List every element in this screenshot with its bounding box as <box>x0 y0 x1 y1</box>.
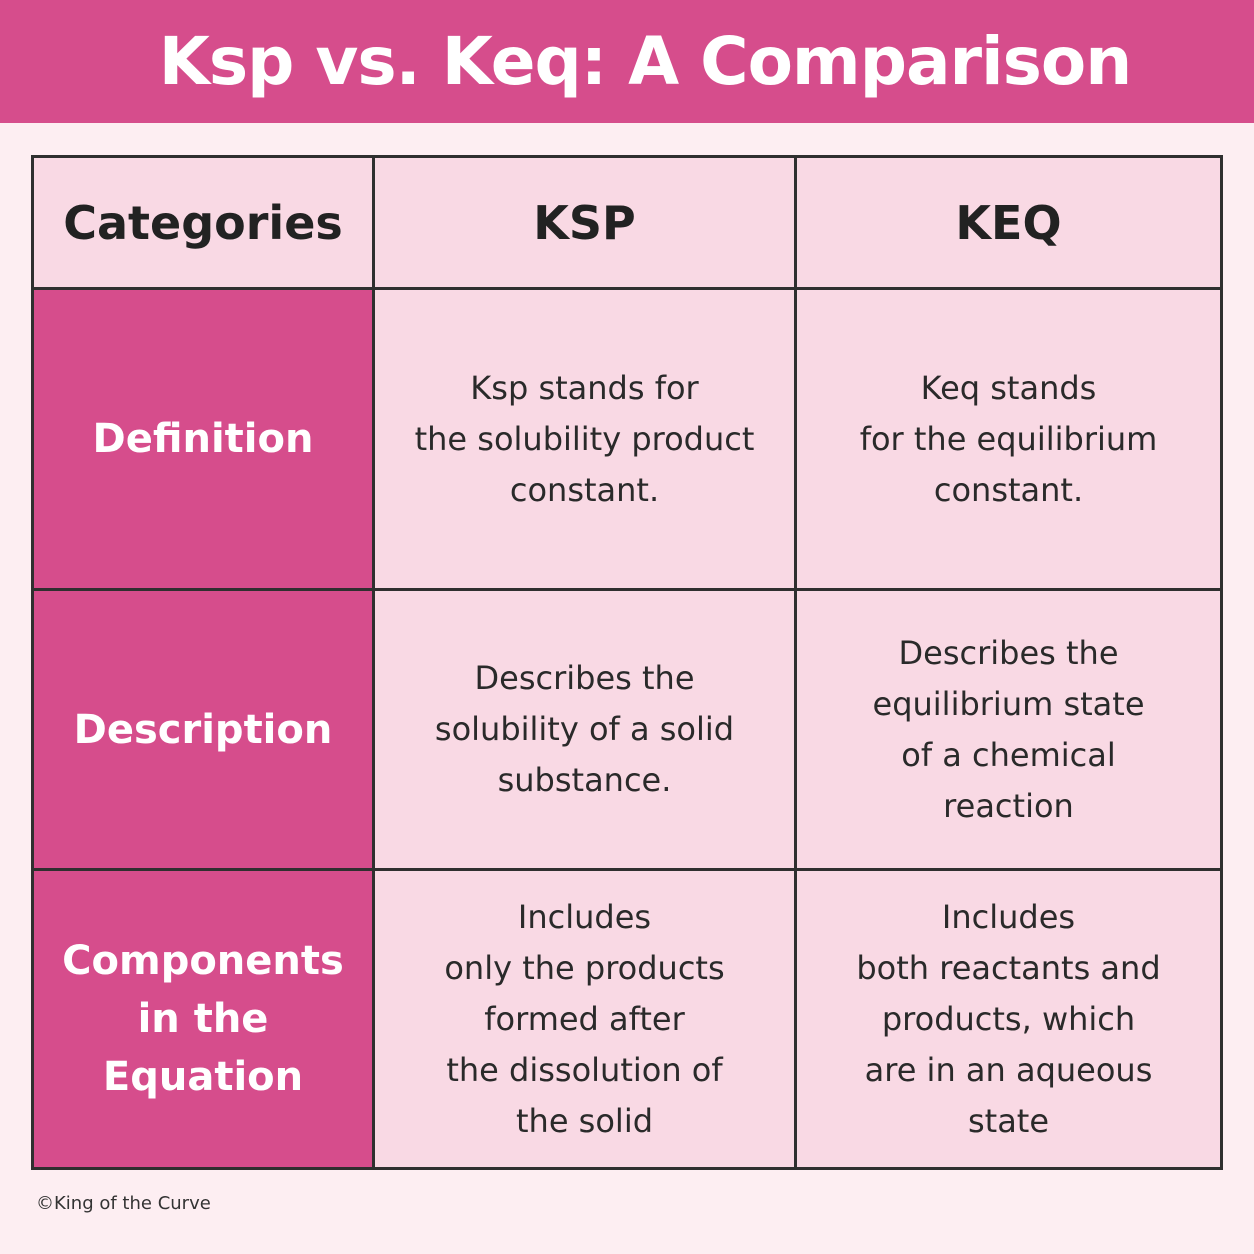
page-title: Ksp vs. Keq: A Comparison <box>158 23 1133 100</box>
keq-components: Includes both reactants and products, wh… <box>794 868 1223 1170</box>
cell-line: Ksp stands for <box>470 368 699 407</box>
cell-line: reaction <box>943 786 1074 825</box>
cell-line: formed after <box>484 999 685 1038</box>
cell-line: are in an aqueous <box>864 1050 1153 1089</box>
header-categories: Categories <box>31 155 375 290</box>
cell-line: both reactants and <box>856 948 1161 987</box>
cell-line: in the <box>137 996 269 1042</box>
cell-line: products, which <box>881 999 1136 1038</box>
cell-line: Equation <box>102 1054 304 1100</box>
cell-line: solubility of a solid <box>434 710 735 748</box>
cell-line: the solid <box>515 1101 654 1140</box>
cell-line: Components <box>62 938 344 984</box>
cell-line: of a chemical <box>901 735 1116 774</box>
cell-line: Describes the <box>474 659 695 697</box>
cell-line: Includes <box>517 897 652 936</box>
copyright-footer: ©King of the Curve <box>36 1193 211 1214</box>
cell-line: state <box>967 1101 1050 1140</box>
ksp-components: Includes only the products formed after … <box>372 868 797 1170</box>
cell-line: Keq stands <box>920 368 1097 407</box>
cell-line: only the products <box>444 948 725 987</box>
ksp-definition: Ksp stands for the solubility product co… <box>372 287 797 591</box>
cell-line: Describes the <box>898 633 1119 672</box>
keq-definition: Keq stands for the equilibrium constant. <box>794 287 1223 591</box>
cell-line: for the equilibrium <box>859 419 1158 458</box>
table-row: Definition Ksp stands for the solubility… <box>31 287 1223 591</box>
cell-line: equilibrium state <box>872 684 1145 723</box>
header-ksp: KSP <box>372 155 797 290</box>
keq-description: Describes the equilibrium state of a che… <box>794 588 1223 871</box>
ksp-description: Describes the solubility of a solid subs… <box>372 588 797 871</box>
category-definition: Definition <box>31 287 375 591</box>
comparison-table: Categories KSP KEQ Definition Ksp stands… <box>31 155 1223 1170</box>
cell-line: the dissolution of <box>446 1050 723 1089</box>
table-row: Description Describes the solubility of … <box>31 588 1223 871</box>
cell-line: the solubility product <box>414 419 755 458</box>
cell-line: Includes <box>941 897 1076 936</box>
category-components: Components in the Equation <box>31 868 375 1170</box>
cell-line: Description <box>73 706 333 753</box>
cell-line: substance. <box>497 761 672 799</box>
title-banner: Ksp vs. Keq: A Comparison <box>0 0 1254 123</box>
table-header-row: Categories KSP KEQ <box>31 155 1223 290</box>
cell-line: constant. <box>933 470 1084 509</box>
category-description: Description <box>31 588 375 871</box>
table-row: Components in the Equation Includes only… <box>31 868 1223 1170</box>
cell-line: Definition <box>92 416 314 462</box>
cell-line: constant. <box>509 470 660 509</box>
header-keq: KEQ <box>794 155 1223 290</box>
